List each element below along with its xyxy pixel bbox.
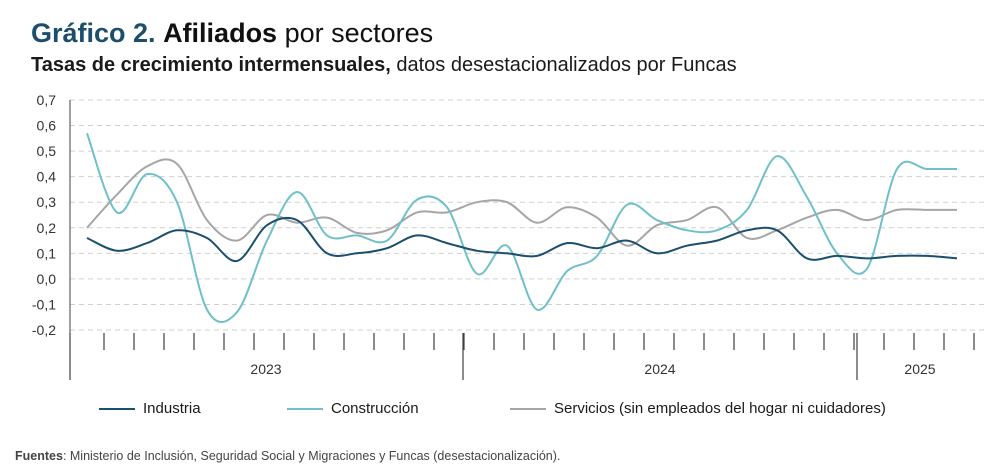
legend-swatch-servicios bbox=[510, 407, 546, 410]
x-group-label: 2024 bbox=[644, 361, 675, 377]
y-tick-label: 0,5 bbox=[37, 143, 57, 159]
legend-label-industria: Industria bbox=[143, 400, 201, 417]
y-tick-label: 0,0 bbox=[37, 271, 57, 287]
y-tick-label: 0,4 bbox=[37, 169, 57, 185]
legend-item-servicios: Servicios (sin empleados del hogar ni cu… bbox=[510, 400, 886, 417]
chart-subtitle: Tasas de crecimiento intermensuales, dat… bbox=[31, 52, 737, 78]
x-group-label: 2025 bbox=[904, 361, 935, 377]
y-tick-label: 0,1 bbox=[37, 245, 57, 261]
series-line-construccion bbox=[86, 132, 957, 324]
legend-label-servicios: Servicios (sin empleados del hogar ni cu… bbox=[554, 400, 886, 417]
title-number: Gráfico 2. bbox=[31, 18, 156, 48]
title-rest: por sectores bbox=[284, 18, 434, 48]
legend-item-construccion: Construcción bbox=[287, 400, 419, 417]
source-text: : Ministerio de Inclusión, Seguridad Soc… bbox=[62, 449, 561, 463]
series-line-servicios bbox=[86, 158, 957, 247]
y-tick-label: 0,2 bbox=[37, 220, 57, 236]
subtitle-bold: Tasas de crecimiento intermensuales, bbox=[31, 54, 391, 76]
y-tick-label: 0,3 bbox=[37, 194, 57, 210]
y-tick-label: 0,6 bbox=[37, 118, 57, 134]
source-label: Fuentes bbox=[15, 449, 63, 463]
legend-label-construccion: Construcción bbox=[331, 400, 419, 417]
legend-item-industria: Industria bbox=[99, 400, 201, 417]
subtitle-rest: datos desestacionalizados por Funcas bbox=[396, 54, 737, 76]
y-tick-label: -0,2 bbox=[32, 322, 56, 338]
series-line-industria bbox=[86, 216, 958, 263]
legend-swatch-construccion bbox=[287, 407, 323, 410]
source-note: Fuentes: Ministerio de Inclusión, Seguri… bbox=[15, 449, 560, 463]
y-tick-label: 0,7 bbox=[37, 92, 57, 108]
chart-title: Gráfico 2. Afiliados por sectores bbox=[31, 16, 433, 50]
title-main: Afiliados bbox=[163, 18, 278, 48]
legend-swatch-industria bbox=[99, 407, 135, 410]
x-group-label: 2023 bbox=[250, 361, 281, 377]
y-tick-label: -0,1 bbox=[32, 296, 56, 312]
